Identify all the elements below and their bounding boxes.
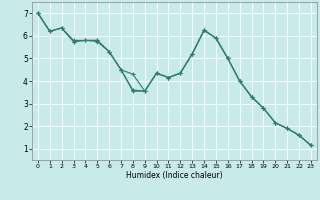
X-axis label: Humidex (Indice chaleur): Humidex (Indice chaleur) — [126, 171, 223, 180]
